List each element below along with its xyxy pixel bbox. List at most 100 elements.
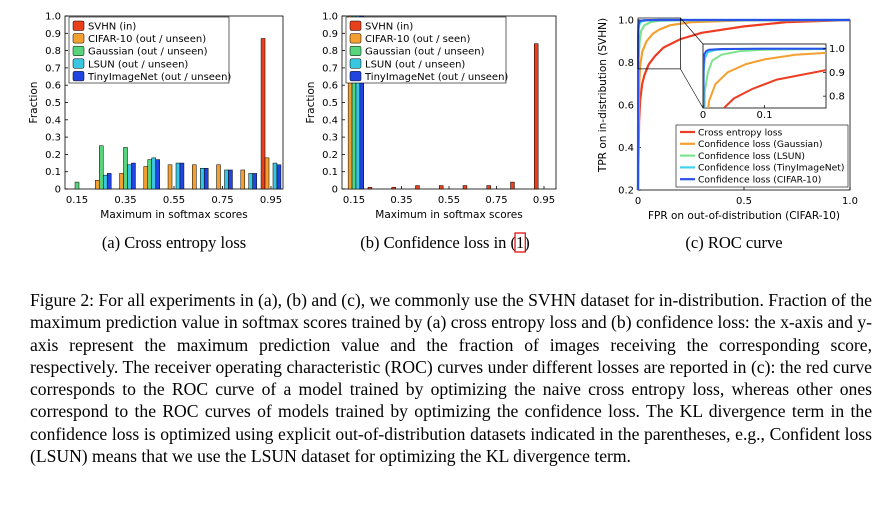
- inset-curve: [703, 47, 826, 108]
- y-tick-label: 0.3: [45, 133, 61, 144]
- y-tick-label: 0.9: [322, 29, 338, 40]
- inset-curves: [703, 47, 826, 108]
- x-tick-label: 0.95: [260, 195, 282, 206]
- legend-label: Confidence loss (CIFAR-10): [698, 175, 821, 186]
- zoom-region: [637, 17, 681, 70]
- y-tick-label: 0.7: [322, 63, 338, 74]
- bar: [240, 169, 246, 190]
- legend-label: LSUN (out / unseen): [88, 59, 188, 70]
- legend-box: [345, 16, 507, 84]
- legend-box: [68, 16, 230, 84]
- bar: [175, 162, 181, 190]
- legend-swatch: [72, 58, 85, 69]
- y-tick-label: 0.8: [45, 46, 61, 57]
- bar: [179, 162, 185, 190]
- legend-swatch: [72, 33, 85, 44]
- y-tick-label: 0.9: [45, 29, 61, 40]
- figure-svg: 0 0.1 0.2 0.3 0.4 0.5 0.6 0.7 0.8 0.9 1.0 0.15 0.35 0…: [28, 12, 858, 253]
- legend-label: Confidence loss (TinyImageNet): [698, 163, 844, 174]
- bar: [199, 167, 205, 190]
- bar: [192, 164, 197, 190]
- bar: [276, 164, 282, 190]
- y-tick-label: 0.4: [322, 115, 338, 126]
- figure-caption: Figure 2: For all experiments in (a), (b…: [30, 290, 872, 467]
- y-tick-label: 0.1: [322, 167, 338, 178]
- x-tick-label: 0.35: [114, 195, 136, 206]
- legend-swatch: [72, 45, 85, 56]
- subfigure-caption: (a) Cross entropy loss: [102, 233, 246, 252]
- y-tick-label: 1.0: [322, 12, 338, 23]
- bar: [391, 187, 396, 190]
- caption-text: ): [524, 233, 530, 252]
- y-tick-label: 0.2: [618, 186, 634, 197]
- x-axis-label: Maximum in softmax scores: [375, 209, 522, 221]
- y-tick-label: 1.0: [618, 16, 634, 27]
- bar: [102, 174, 108, 190]
- roc-legend-box: [675, 124, 849, 188]
- legend-label: LSUN (out / unseen): [365, 59, 465, 70]
- subfigure-caption: (b) Confidence loss in (1): [360, 233, 530, 252]
- legend-swatch: [72, 71, 85, 82]
- bar: [415, 185, 420, 190]
- y-tick-label: 0.4: [618, 143, 634, 154]
- legend-label: Gaussian (out / unseen): [365, 47, 485, 58]
- y-tick-label: 0.7: [45, 63, 61, 74]
- inset-curve: [707, 51, 826, 108]
- roc-curve: [636, 18, 851, 191]
- caption-text: (b) Confidence loss in (: [360, 233, 516, 252]
- bar: [439, 185, 444, 190]
- y-tick-label: 0.5: [322, 98, 338, 109]
- y-tick-label: 0.2: [45, 150, 61, 161]
- bar: [99, 145, 104, 190]
- bar: [462, 185, 468, 190]
- bar: [216, 164, 221, 190]
- y-tick-label: 0.2: [322, 150, 338, 161]
- zoom-connector: [680, 68, 704, 109]
- bar: [486, 185, 491, 190]
- x-axis-label: Maximum in softmax scores: [100, 209, 247, 221]
- legend-label: Confidence loss (LSUN): [698, 151, 805, 162]
- y-tick-label: 0.4: [45, 115, 61, 126]
- y-tick-label: 0.8: [618, 58, 634, 69]
- bar: [248, 173, 253, 190]
- bar: [203, 167, 209, 190]
- x-tick-label: 0.55: [438, 195, 460, 206]
- inset-y-tick-label: 0.9: [829, 68, 845, 79]
- bar: [151, 157, 156, 190]
- bar: [224, 169, 229, 190]
- inset-x-tick-label: 0: [700, 110, 706, 121]
- legend-label: SVHN (in): [365, 22, 413, 33]
- bar: [260, 38, 266, 190]
- bar: [167, 164, 173, 190]
- bar: [228, 169, 233, 190]
- legend-swatch: [349, 20, 362, 31]
- x-tick-label: 0.75: [485, 195, 507, 206]
- y-axis-label: Fraction: [305, 82, 317, 124]
- subfigure-caption: (c) ROC curve: [685, 233, 782, 252]
- legend-swatch: [349, 58, 362, 69]
- legend-label: SVHN (in): [88, 22, 136, 33]
- x-tick-label: 0.5: [736, 196, 752, 207]
- inset-y-tick-label: 1.0: [829, 44, 845, 55]
- legend-label: CIFAR-10 (out / unseen): [88, 34, 206, 45]
- bar: [74, 181, 80, 190]
- y-tick-label: 0.3: [322, 133, 338, 144]
- x-tick-label: 1.0: [842, 196, 858, 207]
- legend-swatch: [349, 33, 362, 44]
- bar: [252, 173, 257, 190]
- y-axis-label: TPR on in-distribution (SVHN): [597, 18, 609, 173]
- bar: [127, 164, 132, 190]
- x-tick-label: 0.95: [533, 195, 555, 206]
- citation-link[interactable]: 1: [516, 233, 524, 252]
- bar: [155, 159, 160, 190]
- y-tick-label: 0.8: [322, 46, 338, 57]
- bar: [119, 173, 124, 190]
- bar: [95, 180, 100, 190]
- y-tick-label: 0: [332, 185, 338, 196]
- bar: [264, 157, 270, 190]
- inset-curve: [722, 69, 826, 108]
- legend-label: Gaussian (out / unseen): [88, 47, 208, 58]
- y-tick-label: 0.6: [322, 81, 338, 92]
- x-tick-label: 0.15: [66, 195, 88, 206]
- y-tick-label: 1.0: [45, 12, 61, 23]
